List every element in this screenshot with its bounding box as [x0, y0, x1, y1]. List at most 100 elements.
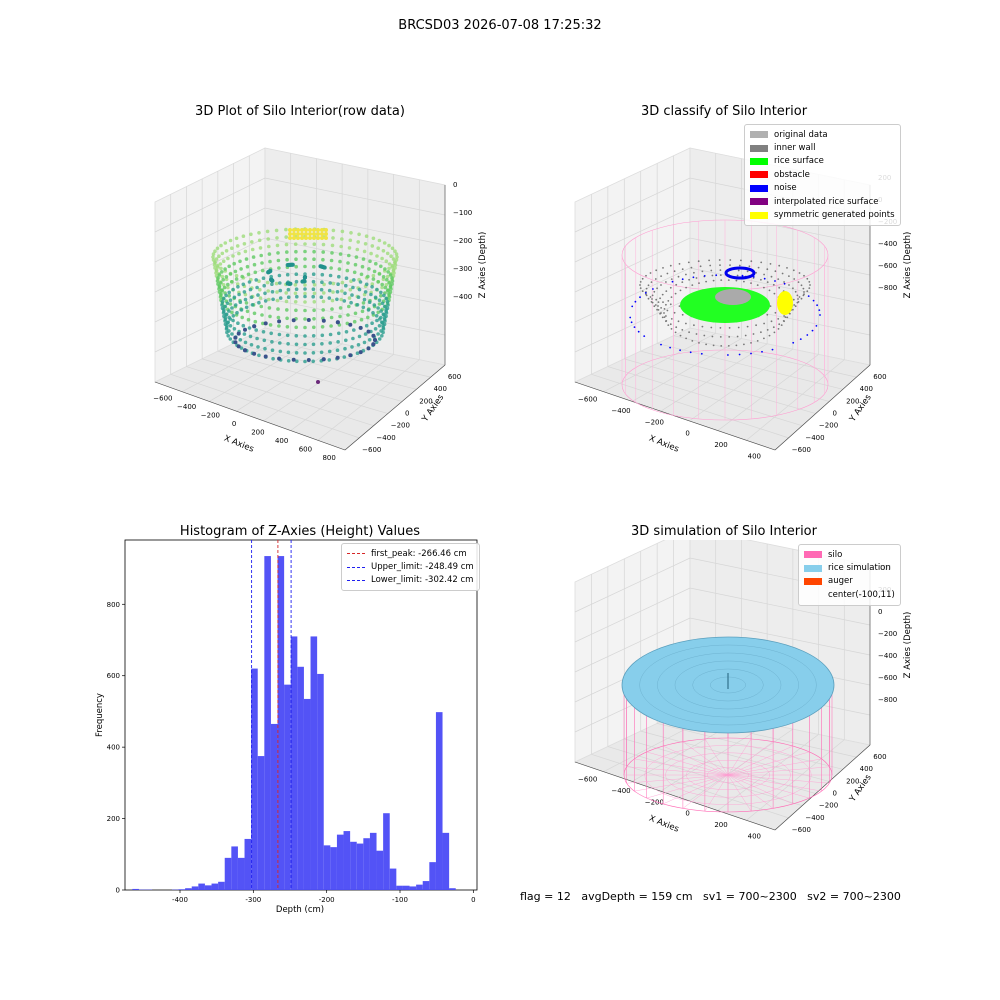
- inner-wall-point: [675, 283, 678, 286]
- histogram-bar: [224, 857, 232, 890]
- data-point: [277, 273, 282, 278]
- inner-wall-point: [763, 286, 765, 289]
- data-point: [227, 309, 231, 313]
- data-point: [231, 314, 236, 318]
- data-point: [211, 255, 215, 259]
- noise-point: [715, 274, 718, 277]
- inner-wall-point: [661, 316, 664, 319]
- data-point: [227, 264, 231, 269]
- data-point: [256, 345, 260, 349]
- silo-wire: [626, 774, 729, 784]
- data-point: [358, 280, 363, 284]
- grid-line: [591, 373, 789, 439]
- inner-wall-point: [727, 279, 730, 281]
- data-point: [331, 290, 335, 294]
- legend-swatch: [804, 577, 822, 585]
- y-tick-label: 400: [860, 385, 873, 393]
- inner-wall-point: [645, 287, 648, 290]
- data-point: [246, 317, 251, 322]
- inner-wall-point: [670, 296, 673, 298]
- noise-point: [771, 348, 774, 351]
- data-point: [347, 296, 352, 300]
- data-point: [260, 313, 264, 317]
- data-point: [238, 300, 243, 304]
- data-point: [370, 321, 374, 325]
- noise-point: [652, 288, 654, 290]
- data-point: [231, 287, 235, 292]
- y-tick-label: −400: [805, 434, 824, 442]
- data-point: [224, 312, 229, 317]
- noise: [724, 266, 756, 280]
- data-point: [227, 294, 231, 298]
- data-point: [379, 264, 383, 269]
- data-point: [274, 228, 279, 233]
- inner-wall-point: [796, 301, 799, 304]
- data-point: [234, 236, 239, 241]
- data-point: [380, 301, 385, 306]
- noise-point: [700, 352, 703, 355]
- noise-point: [634, 300, 637, 303]
- data-point: [360, 309, 365, 314]
- data-point: [327, 358, 332, 362]
- histogram-bar: [369, 832, 377, 890]
- data-point: [253, 319, 258, 324]
- data-point: [223, 267, 227, 271]
- data-point: [372, 303, 377, 307]
- y-tick-label: −600: [362, 446, 381, 454]
- histogram-bar: [336, 834, 344, 890]
- inner-wall-point: [697, 260, 700, 263]
- panel2-legend: original data inner wall rice surface obsta…: [744, 124, 901, 226]
- data-point: [228, 302, 233, 306]
- data-point: [240, 274, 244, 279]
- data-point: [271, 356, 275, 361]
- histogram-bar: [251, 668, 258, 890]
- inner-wall-point: [736, 274, 739, 277]
- data-point: [306, 318, 311, 322]
- inner-wall-point: [720, 279, 723, 281]
- data-point: [364, 282, 369, 287]
- inner-wall-point: [766, 268, 769, 271]
- inner-wall-point: [677, 320, 680, 323]
- data-point: [270, 348, 275, 352]
- histogram-bar: [435, 712, 443, 890]
- data-point: [337, 331, 341, 336]
- data-point: [312, 232, 316, 236]
- data-point: [230, 246, 234, 250]
- histogram-bar: [383, 813, 390, 890]
- y-tick-label: 400: [860, 765, 873, 773]
- data-point: [278, 281, 282, 285]
- data-point: [270, 290, 275, 294]
- data-point: [294, 308, 298, 313]
- data-point: [349, 300, 353, 305]
- histogram-bar: [449, 888, 456, 890]
- data-point: [219, 266, 223, 271]
- data-point: [263, 321, 268, 326]
- inner-wall-point: [718, 259, 721, 261]
- data-point: [250, 303, 255, 307]
- data-point: [290, 262, 295, 267]
- panel1-3d-axes: −600−400−20002004006008006004002000−200−…: [153, 147, 488, 462]
- data-point: [257, 353, 261, 358]
- data-point: [254, 328, 258, 332]
- grid-line: [263, 348, 369, 422]
- data-point: [269, 274, 274, 279]
- data-point: [269, 277, 273, 282]
- legend-entry: inner wall: [750, 141, 895, 154]
- y-tick-label: 0: [116, 887, 120, 895]
- inner-wall-point: [674, 331, 677, 334]
- data-point: [356, 295, 361, 299]
- inner-wall-point: [729, 259, 732, 261]
- histogram-bar: [422, 881, 430, 890]
- x-axis-line: [574, 761, 776, 831]
- data-point: [355, 247, 360, 252]
- data-point: [384, 311, 389, 315]
- inner-wall-point: [789, 312, 791, 315]
- data-point: [234, 273, 239, 278]
- legend-entry: center(-100,11): [804, 588, 895, 601]
- x-tick-label: −400: [177, 403, 196, 411]
- z-tick-label: −600: [878, 674, 897, 682]
- noise-point: [633, 326, 636, 328]
- inner-wall-point: [669, 323, 672, 326]
- silo-wire: [727, 738, 752, 776]
- inner-wall-point: [662, 267, 664, 269]
